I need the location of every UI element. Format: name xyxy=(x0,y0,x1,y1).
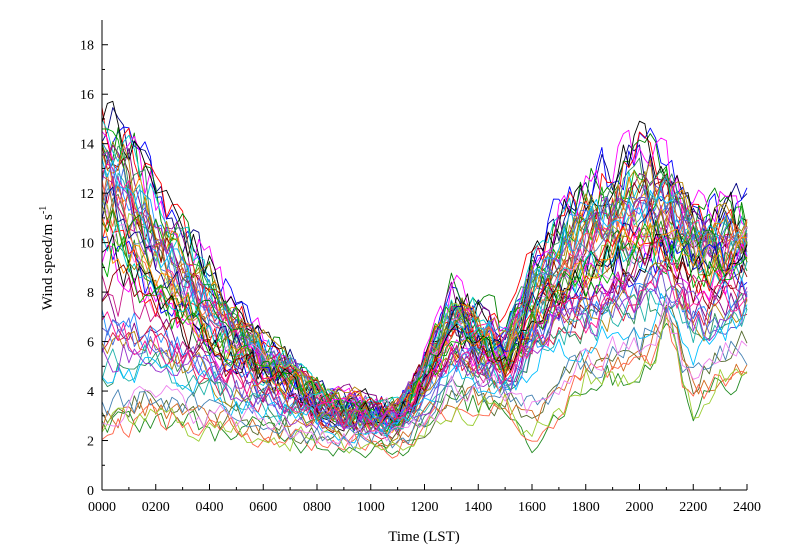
series-line xyxy=(101,221,748,429)
y-tick-label: 4 xyxy=(87,385,94,400)
x-tick-label: 0600 xyxy=(249,500,277,515)
y-axis-title: Wind speed/m s-1 xyxy=(38,206,56,310)
x-tick-label: 1800 xyxy=(572,500,600,515)
x-tick-label: 2400 xyxy=(733,500,761,515)
x-tick-label: 0000 xyxy=(88,500,116,515)
x-tick-label: 2000 xyxy=(626,500,654,515)
series-line xyxy=(101,258,748,425)
y-tick-label: 6 xyxy=(87,336,94,351)
x-tick-label: 0800 xyxy=(303,500,331,515)
x-axis-title: Time (LST) xyxy=(388,529,460,545)
series-line xyxy=(101,317,748,454)
series-line xyxy=(101,234,748,432)
series-line xyxy=(101,297,748,446)
y-tick-label: 16 xyxy=(80,88,94,103)
series-line xyxy=(101,313,748,459)
x-tick-label: 0400 xyxy=(196,500,224,515)
series-line xyxy=(101,129,748,416)
series-line xyxy=(101,241,748,436)
y-axis-title-main: Wind speed/m s xyxy=(40,214,56,310)
y-tick-label: 2 xyxy=(87,435,94,450)
ticks: 0 2 4 6 8 10 12 14 16 18 0000 0200 0400 0600 0800 1000 1… xyxy=(80,39,761,515)
y-tick-label: 12 xyxy=(80,187,94,202)
y-tick-label: 14 xyxy=(80,138,94,153)
series-line xyxy=(101,304,748,449)
x-tick-label: 1600 xyxy=(518,500,546,515)
series-line xyxy=(101,157,748,423)
x-tick-label: 1200 xyxy=(411,500,439,515)
y-tick-label: 0 xyxy=(87,484,94,499)
series-line xyxy=(101,208,748,427)
series-line xyxy=(101,270,748,434)
x-tick-label: 0200 xyxy=(142,500,170,515)
x-tick-label: 1400 xyxy=(464,500,492,515)
y-axis-title-exponent: -1 xyxy=(38,206,49,214)
series-layer xyxy=(101,100,748,459)
series-line xyxy=(101,282,748,433)
y-tick-label: 18 xyxy=(80,39,94,54)
x-tick-label: 2200 xyxy=(679,500,707,515)
series-line xyxy=(101,292,748,444)
series-line xyxy=(101,127,748,419)
series-line xyxy=(101,207,748,426)
x-tick-label: 1000 xyxy=(357,500,385,515)
y-tick-label: 10 xyxy=(80,237,94,252)
series-line xyxy=(101,273,748,434)
series-line xyxy=(101,307,748,451)
y-tick-label: 8 xyxy=(87,286,94,301)
